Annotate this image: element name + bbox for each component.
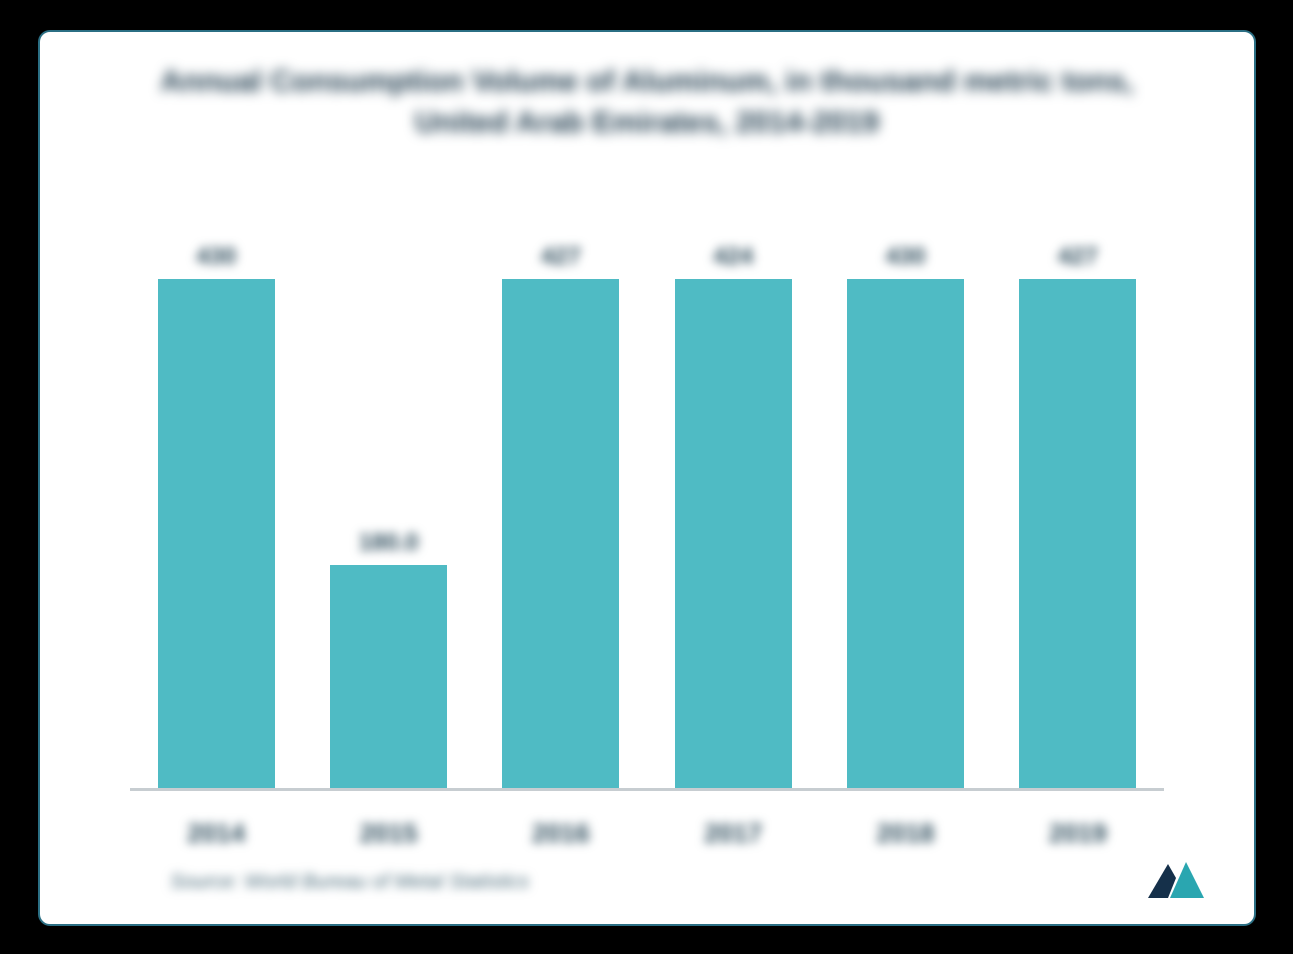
bar-value-label: 424 [713, 243, 753, 271]
brand-logo-icon [1146, 858, 1206, 902]
bar-value-label: 430 [885, 243, 925, 271]
bar-rect [847, 279, 964, 788]
x-axis-label: 2016 [475, 806, 647, 861]
bar-rect [330, 565, 447, 788]
bars-container: 430 180.0 427 424 430 427 [130, 243, 1164, 788]
bar-column: 424 [647, 243, 819, 788]
bar-value-label: 180.0 [358, 529, 418, 557]
chart-card: Annual Consumption Volume of Aluminum, i… [38, 30, 1256, 926]
bar-rect [502, 279, 619, 788]
x-axis-label: 2019 [992, 806, 1164, 861]
x-axis-labels: 201420152016201720182019 [130, 806, 1164, 861]
bar-column: 430 [819, 243, 991, 788]
x-axis-baseline [130, 788, 1164, 791]
bar-rect [158, 279, 275, 788]
bar-column: 427 [475, 243, 647, 788]
source-attribution: Source: World Bureau of Metal Statistics [90, 871, 1204, 904]
bar-column: 430 [130, 243, 302, 788]
bar-value-label: 430 [196, 243, 236, 271]
bar-value-label: 427 [1058, 243, 1098, 271]
x-axis-label: 2018 [819, 806, 991, 861]
x-axis-label: 2017 [647, 806, 819, 861]
bar-column: 180.0 [302, 243, 474, 788]
bar-value-label: 427 [541, 243, 581, 271]
x-axis-label: 2014 [130, 806, 302, 861]
bar-column: 427 [992, 243, 1164, 788]
bar-rect [1019, 279, 1136, 788]
chart-title: Annual Consumption Volume of Aluminum, i… [90, 62, 1204, 143]
x-axis-label: 2015 [302, 806, 474, 861]
bar-rect [675, 279, 792, 788]
plot-area: 430180.0427424430427 2014201520162017201… [90, 183, 1204, 861]
